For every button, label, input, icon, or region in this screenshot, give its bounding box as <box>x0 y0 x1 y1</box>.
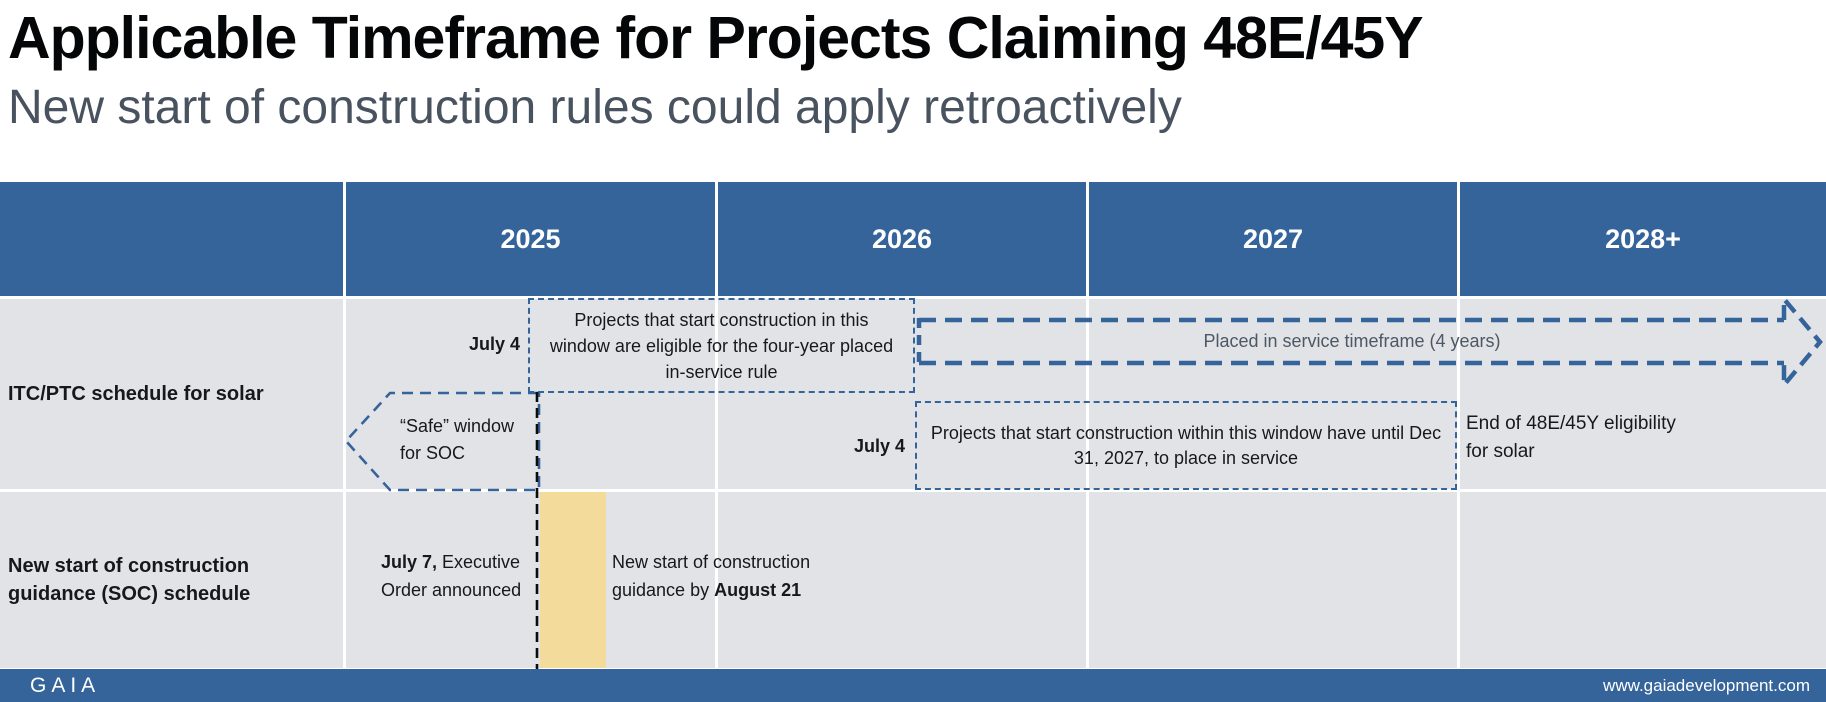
placed-in-service-arrow-label: Placed in service timeframe (4 years) <box>1203 331 1501 351</box>
column-divider <box>715 182 718 668</box>
july4-2025-label: July 4 <box>468 334 520 354</box>
construction-window-2025-box: Projects that start construction in this… <box>528 298 915 393</box>
construction-window-2026-box: Projects that start construction within … <box>915 401 1457 490</box>
july7-line2: Order announced <box>381 580 522 600</box>
new-guidance-text: New start of construction guidance by Au… <box>612 548 932 604</box>
year-header-2028: 2028+ <box>1605 223 1681 254</box>
gaia-logo: GAIA <box>30 673 101 697</box>
column-divider <box>1457 182 1460 668</box>
timeline-header-bar <box>0 182 1826 296</box>
safe-window-line2: for SOC <box>400 443 466 463</box>
july7-date: July 7, <box>381 552 438 572</box>
construction-window-2026-text: Projects that start construction within … <box>930 422 1442 468</box>
column-divider <box>343 182 346 668</box>
row-divider <box>0 489 1826 492</box>
july7-event-dashed-line <box>535 392 539 669</box>
july7-rest: Executive <box>437 552 521 572</box>
column-divider <box>1086 182 1089 668</box>
new-guidance-line2: guidance by August 21 <box>612 576 932 604</box>
new-guidance-line1: New start of construction <box>612 552 811 572</box>
new-guidance-line2-pre: guidance by <box>612 580 715 600</box>
end-of-eligibility-line1: End of 48E/45Y eligibility <box>1466 413 1676 434</box>
footer-bar: GAIA www.gaiadevelopment.com <box>0 669 1826 702</box>
safe-window-line1: “Safe” window <box>400 416 515 436</box>
new-guidance-deadline: August 21 <box>714 580 802 600</box>
row-label-soc-guidance: New start of construction guidance (SOC)… <box>8 555 251 605</box>
year-header-2025: 2025 <box>500 223 561 254</box>
website-link[interactable]: www.gaiadevelopment.com <box>1603 675 1810 695</box>
soc-guidance-highlight-band <box>540 492 606 668</box>
year-header-2026: 2026 <box>871 223 933 254</box>
end-of-eligibility-text: End of 48E/45Y eligibility for solar <box>1466 410 1806 466</box>
placed-in-service-arrow <box>916 293 1823 392</box>
july7-line1: July 7, Executive <box>381 548 531 576</box>
page-subtitle: New start of construction rules could ap… <box>8 81 1182 134</box>
end-of-eligibility-line2: for solar <box>1466 441 1535 462</box>
july4-2026-label: July 4 <box>853 436 905 456</box>
construction-window-2025-text: Projects that start construction in this… <box>549 309 894 382</box>
row-label-itc-ptc: ITC/PTC schedule for solar <box>8 383 264 405</box>
year-header-2027: 2027 <box>1242 223 1304 254</box>
page-title: Applicable Timeframe for Projects Claimi… <box>8 5 1424 71</box>
safe-window-text: “Safe” window for SOC <box>400 413 550 467</box>
july7-executive-order-text: July 7, Executive Order announced <box>381 548 531 604</box>
